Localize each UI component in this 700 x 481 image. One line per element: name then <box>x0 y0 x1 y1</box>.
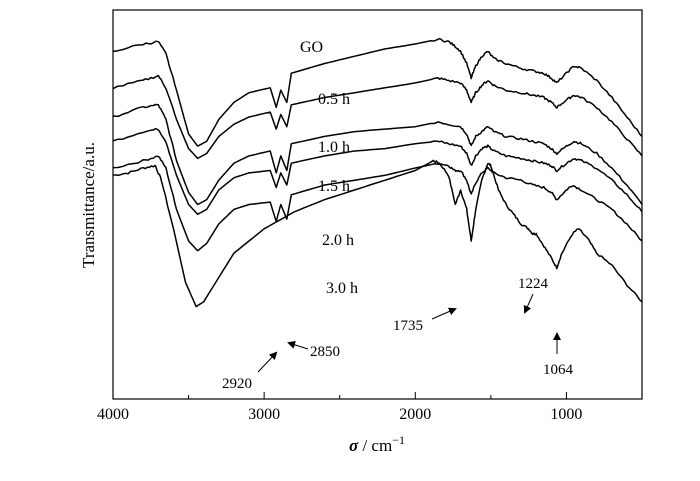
series-line-1-5-h <box>112 103 643 206</box>
plot-frame <box>112 9 643 400</box>
curve-label-2-0h: 2.0 h <box>322 232 354 249</box>
series-line-2-0-h <box>112 74 643 160</box>
curve-labels: GO 0.5 h 1.0 h 1.5 h 2.0 h 3.0 h <box>300 39 358 297</box>
x-axis-unit-exponent: −1 <box>392 433 405 447</box>
curve-label-1-5h: 1.5 h <box>318 178 350 195</box>
annotation-2920: 2920 <box>222 376 252 392</box>
x-axis-ticks: 4000 3000 2000 1000 <box>97 392 582 423</box>
annotation-1735-arrow <box>431 307 457 320</box>
x-axis-unit: / cm <box>358 436 392 455</box>
y-axis-title: Transmittance/a.u. <box>79 142 98 268</box>
annotation-1064: 1064 <box>543 362 574 378</box>
annotation-1224: 1224 <box>518 276 549 292</box>
curve-label-1-0h: 1.0 h <box>318 139 350 156</box>
curve-label-3-0h: 3.0 h <box>326 280 358 297</box>
series-group <box>112 37 643 308</box>
x-tick-label-3000: 3000 <box>248 406 280 423</box>
annotation-2850: 2850 <box>310 344 340 360</box>
annotation-2850-arrow <box>287 340 309 350</box>
annotation-1224-arrow <box>523 293 534 314</box>
x-tick-label-2000: 2000 <box>399 406 431 423</box>
series-line-3-0-h <box>112 37 643 147</box>
x-axis-title: σ / cm−1 <box>349 433 405 455</box>
x-tick-label-4000: 4000 <box>97 406 129 423</box>
series-line-go <box>112 159 643 308</box>
x-tick-label-1000: 1000 <box>550 406 582 423</box>
annotations: 2920 2850 1735 1224 1064 <box>222 276 574 392</box>
series-line-1-0-h <box>112 127 643 215</box>
curve-label-go: GO <box>300 39 323 56</box>
x-axis-symbol: σ <box>349 436 359 455</box>
annotation-2920-arrow <box>257 351 278 373</box>
annotation-1735: 1735 <box>393 318 423 334</box>
curve-label-0-5h: 0.5 h <box>318 91 350 108</box>
series-line-0-5-h <box>112 155 643 252</box>
